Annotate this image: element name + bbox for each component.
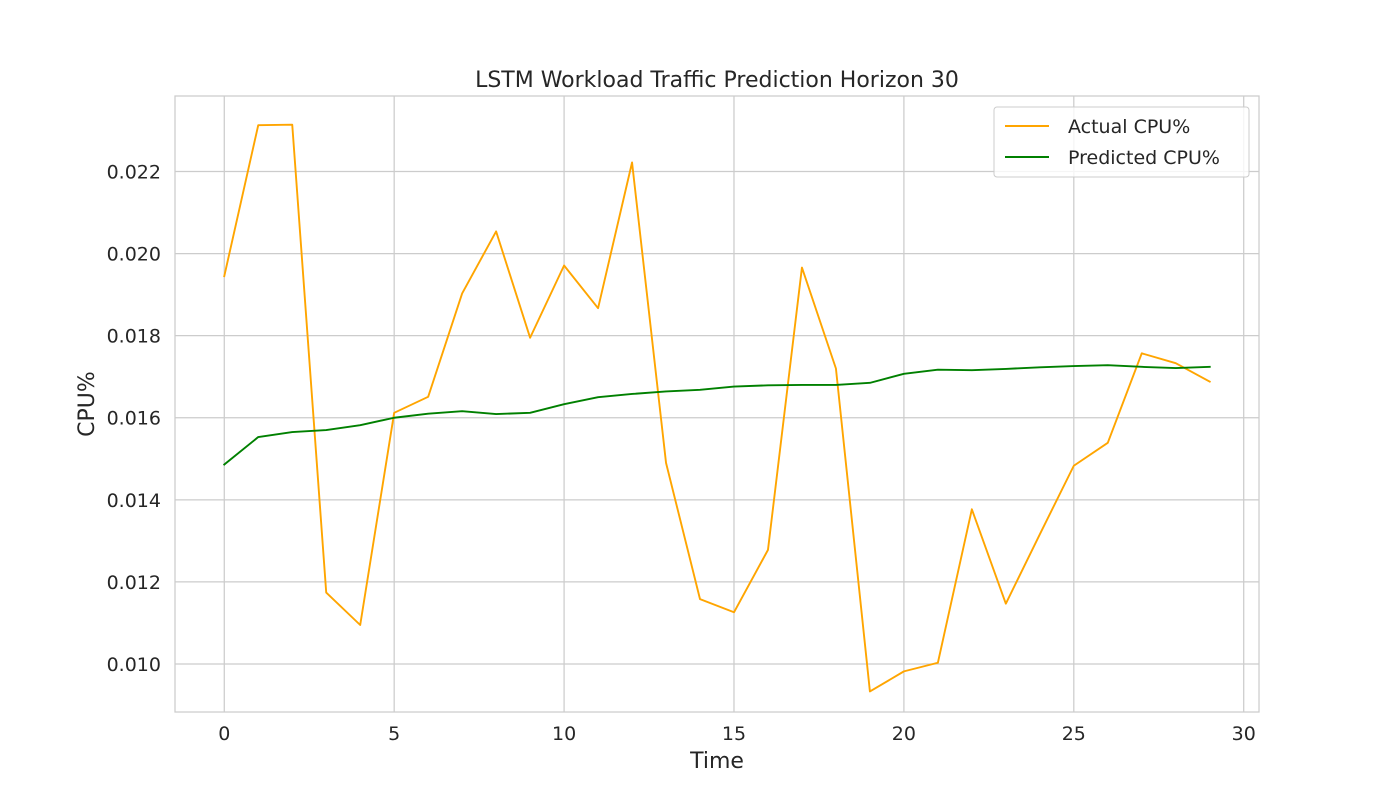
y-tick-label: 0.016 bbox=[107, 408, 161, 430]
series-line-predicted bbox=[222, 364, 1211, 466]
legend: Actual CPU% Predicted CPU% bbox=[993, 106, 1250, 178]
legend-label-actual: Actual CPU% bbox=[1068, 116, 1190, 138]
x-axis-title: Time bbox=[689, 749, 744, 774]
x-tick-label: 10 bbox=[552, 723, 576, 745]
y-tick-label: 0.022 bbox=[107, 162, 161, 184]
y-axis-title: CPU% bbox=[75, 371, 100, 437]
plot-area-frame bbox=[174, 95, 1260, 713]
x-tick-label: 30 bbox=[1232, 723, 1256, 745]
y-tick-label: 0.010 bbox=[107, 654, 161, 676]
x-tick-label: 25 bbox=[1062, 723, 1086, 745]
legend-label-predicted: Predicted CPU% bbox=[1068, 147, 1220, 169]
chart-title: LSTM Workload Traffic Prediction Horizon… bbox=[475, 68, 959, 93]
y-tick-label: 0.020 bbox=[107, 244, 161, 266]
legend-box bbox=[993, 106, 1250, 178]
y-tick-label: 0.014 bbox=[107, 490, 161, 512]
series-line-actual bbox=[223, 123, 1212, 693]
y-tick-label: 0.012 bbox=[107, 572, 161, 594]
x-tick-label: 20 bbox=[892, 723, 916, 745]
x-tick-label: 0 bbox=[218, 723, 230, 745]
x-tick-label: 15 bbox=[722, 723, 746, 745]
x-tick-label: 5 bbox=[388, 723, 400, 745]
tick-labels: 0 5 10 15 20 25 30 0.010 0.012 0.014 0.016 0.018 0.0… bbox=[107, 162, 1256, 745]
series-lines bbox=[222, 123, 1212, 693]
y-tick-label: 0.018 bbox=[107, 326, 161, 348]
